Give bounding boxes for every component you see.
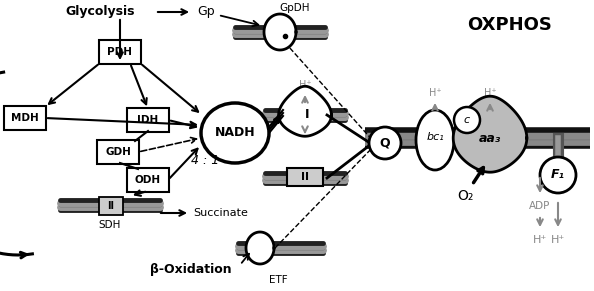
Text: GDH: GDH	[105, 147, 131, 157]
FancyBboxPatch shape	[4, 106, 46, 130]
Polygon shape	[279, 86, 331, 136]
FancyBboxPatch shape	[127, 168, 169, 192]
Text: β-Oxidation: β-Oxidation	[150, 263, 232, 276]
Circle shape	[369, 127, 401, 159]
Text: ETF: ETF	[268, 275, 287, 285]
Text: c: c	[464, 115, 470, 125]
Ellipse shape	[416, 110, 454, 170]
Text: NADH: NADH	[214, 127, 255, 139]
FancyBboxPatch shape	[127, 108, 169, 132]
FancyBboxPatch shape	[97, 140, 139, 164]
Text: H⁺: H⁺	[533, 235, 547, 245]
Text: II: II	[108, 201, 115, 211]
Circle shape	[454, 107, 480, 133]
Ellipse shape	[201, 103, 269, 163]
Text: 4 : 1: 4 : 1	[191, 153, 219, 166]
Text: PDH: PDH	[108, 47, 132, 57]
Text: SDH: SDH	[99, 220, 121, 230]
Text: GpDH: GpDH	[280, 3, 310, 13]
Text: aa₃: aa₃	[479, 132, 501, 145]
Text: Q: Q	[380, 136, 390, 150]
Text: II: II	[301, 172, 309, 182]
Text: H⁺: H⁺	[429, 88, 441, 98]
Text: OXPHOS: OXPHOS	[467, 16, 552, 34]
Text: ADP: ADP	[529, 201, 551, 211]
Polygon shape	[453, 96, 527, 172]
FancyBboxPatch shape	[99, 197, 123, 215]
Polygon shape	[246, 232, 274, 264]
Text: H⁺: H⁺	[299, 80, 311, 90]
Text: Gp: Gp	[197, 6, 214, 19]
Text: ODH: ODH	[135, 175, 161, 185]
Text: Succinate: Succinate	[193, 208, 248, 218]
Text: MDH: MDH	[11, 113, 39, 123]
FancyBboxPatch shape	[287, 168, 323, 186]
Text: H⁺: H⁺	[484, 88, 497, 98]
Text: IDH: IDH	[137, 115, 159, 125]
Text: Glycolysis: Glycolysis	[65, 6, 134, 19]
Circle shape	[540, 157, 576, 193]
FancyBboxPatch shape	[99, 40, 141, 64]
Text: H⁺: H⁺	[551, 235, 565, 245]
Text: F₁: F₁	[551, 168, 565, 182]
Text: O₂: O₂	[457, 189, 473, 203]
Text: I: I	[305, 109, 309, 122]
Polygon shape	[264, 14, 296, 50]
Text: bc₁: bc₁	[426, 132, 444, 142]
